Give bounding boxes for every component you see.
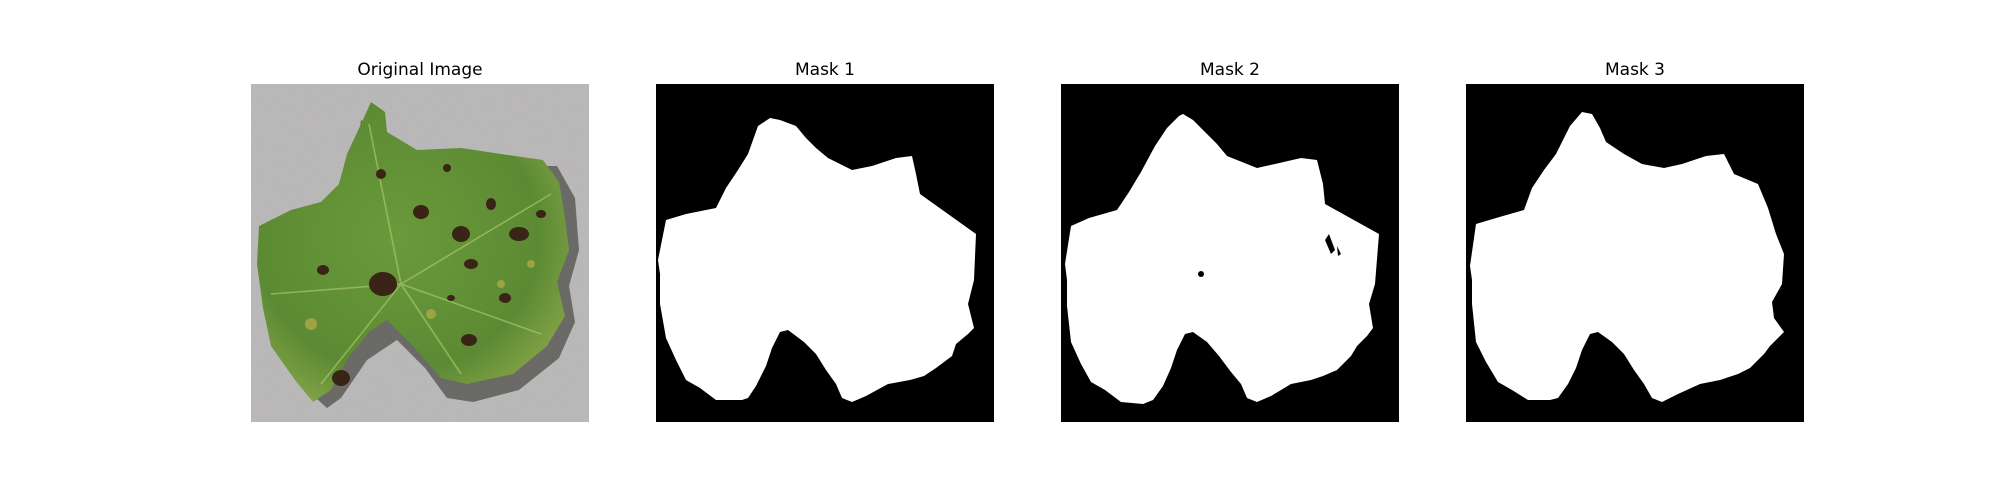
mask-3-image xyxy=(1466,84,1804,422)
panel-mask-2: Mask 2 xyxy=(1061,58,1399,422)
mask-2-image xyxy=(1061,84,1399,422)
panel-title: Mask 2 xyxy=(1199,60,1260,80)
panel-title: Mask 1 xyxy=(794,60,855,80)
panel-title: Original Image xyxy=(357,60,483,80)
mask-foreground xyxy=(658,118,976,402)
panel-original-image: Original Image xyxy=(251,58,589,422)
mask-1-image xyxy=(656,84,994,422)
mask-foreground xyxy=(1470,112,1784,402)
leaf-photo xyxy=(251,84,589,422)
mask-foreground xyxy=(1065,114,1379,404)
panel-mask-3: Mask 3 xyxy=(1466,58,1804,422)
leaf-shape xyxy=(257,102,569,402)
panel-title: Mask 3 xyxy=(1604,60,1665,80)
panel-mask-1: Mask 1 xyxy=(656,58,994,422)
